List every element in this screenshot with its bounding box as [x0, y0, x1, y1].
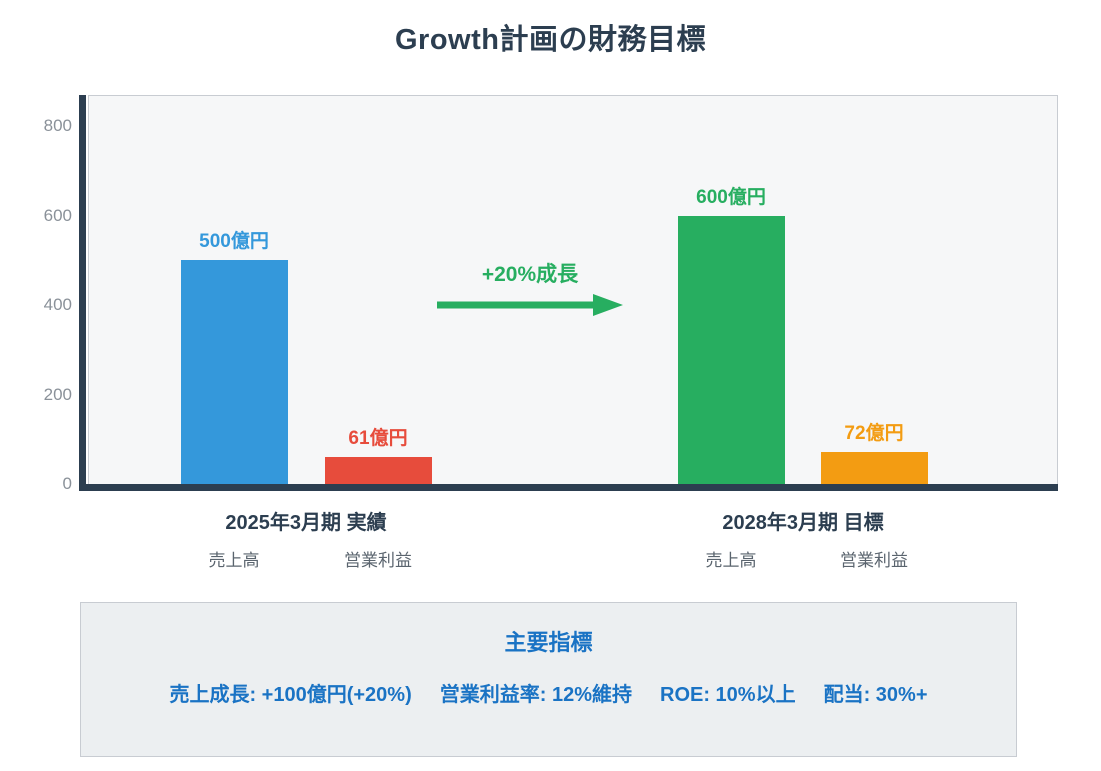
y-tick-label: 400	[43, 295, 72, 315]
y-tick-label: 0	[62, 474, 72, 493]
bar-value-label: 72億円	[844, 422, 904, 444]
kpi-panel: 主要指標 売上成長: +100億円(+20%) 営業利益率: 12%維持 ROE: …	[80, 602, 1017, 757]
kpi-items-row: 売上成長: +100億円(+20%) 営業利益率: 12%維持 ROE: 10%以上…	[81, 678, 1016, 707]
x-axis-series-label: 営業利益	[840, 551, 908, 570]
x-axis-series-label: 営業利益	[344, 551, 412, 570]
x-axis-series-label: 売上高	[208, 551, 260, 570]
kpi-item: 配当: 30%+	[823, 684, 928, 706]
x-axis-group-title: 2025年3月期 実績	[225, 512, 387, 534]
kpi-panel-heading: 主要指標	[504, 630, 593, 655]
x-axis-group-title: 2028年3月期 目標	[722, 512, 884, 534]
bar-2025年3月期実績-営業利益[interactable]	[325, 456, 432, 484]
x-axis-series-label: 売上高	[705, 551, 757, 570]
y-axis-spine	[79, 95, 86, 491]
kpi-item: 営業利益率: 12%維持	[439, 684, 632, 706]
bar-2028年3月期目標-営業利益[interactable]	[821, 451, 928, 484]
kpi-item: 売上成長: +100億円(+20%)	[169, 684, 412, 706]
page-title: Growth計画の財務目標	[395, 24, 706, 56]
growth-annotation: +20%成長	[435, 258, 625, 288]
bar-value-label: 61億円	[348, 427, 408, 449]
bar-value-label: 600億円	[696, 186, 766, 208]
kpi-item: ROE: 10%以上	[660, 684, 796, 706]
bar-2028年3月期目標-売上高[interactable]	[678, 215, 785, 484]
x-axis-spine	[79, 484, 1058, 491]
y-tick-label: 800	[43, 116, 72, 136]
growth-arrow-icon	[437, 294, 623, 316]
y-axis-tick-labels: 800 600 400 200 0	[0, 0, 72, 771]
bar-2025年3月期実績-売上高[interactable]	[181, 260, 288, 484]
growth-annotation-label: +20%成長	[481, 263, 579, 286]
bar-value-label: 500億円	[199, 231, 269, 253]
y-tick-label: 600	[43, 205, 72, 225]
y-tick-label: 200	[43, 384, 72, 404]
